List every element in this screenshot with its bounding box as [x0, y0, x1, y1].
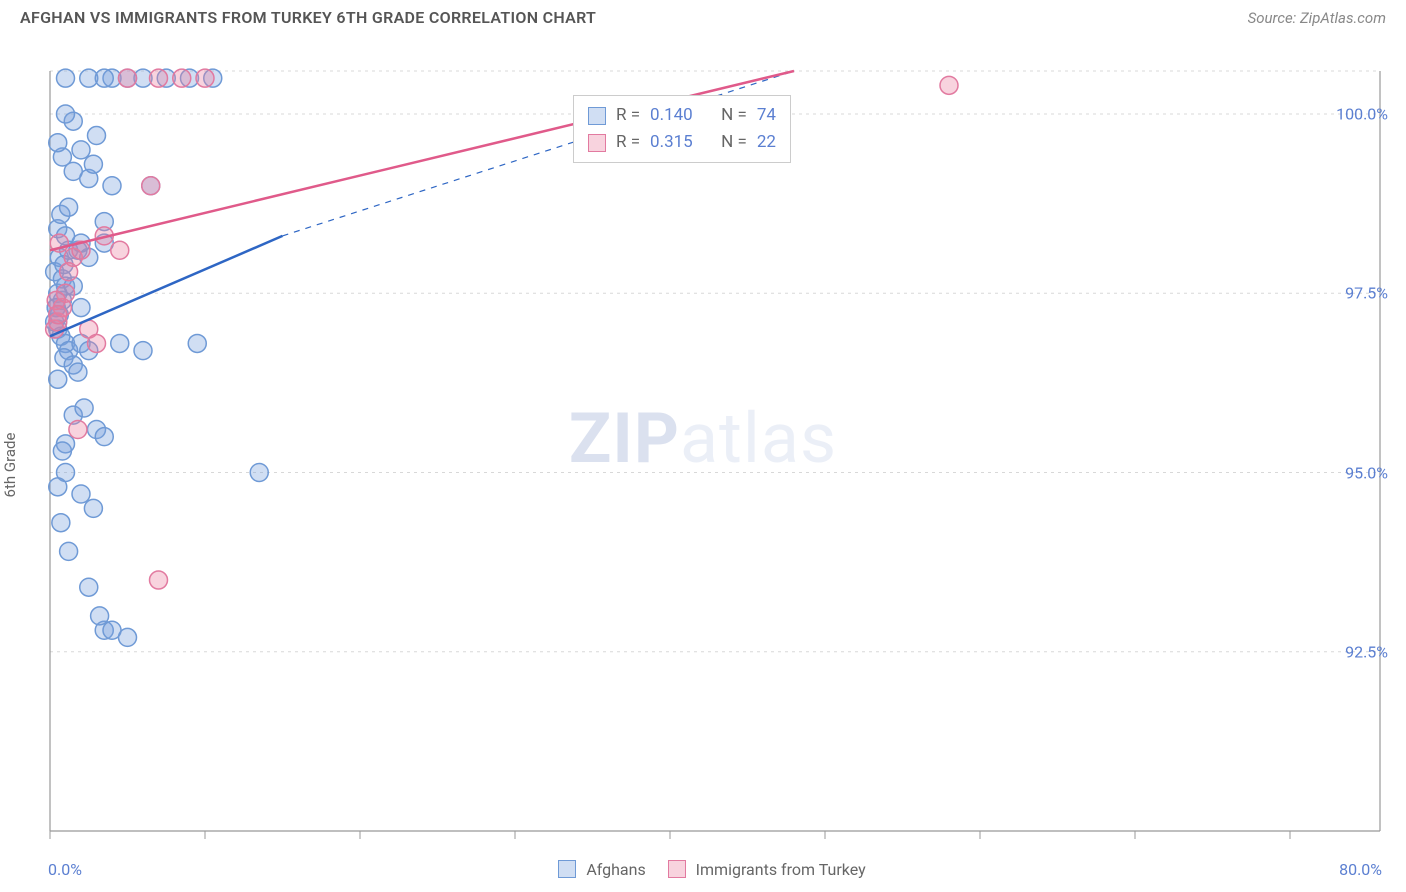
- y-tick-label: 100.0%: [1336, 105, 1388, 124]
- swatch-afghans-icon: [588, 107, 606, 125]
- n-value-afghans: 74: [757, 102, 776, 129]
- legend-label-turkey: Immigrants from Turkey: [696, 860, 866, 879]
- n-value-turkey: 22: [757, 129, 776, 156]
- legend-label-afghans: Afghans: [586, 860, 645, 879]
- legend-swatch-turkey-icon: [668, 860, 686, 878]
- stats-box: R = 0.140 N = 74 R = 0.315 N = 22: [573, 95, 791, 163]
- legend-bottom: Afghans Immigrants from Turkey: [0, 860, 1406, 879]
- chart-title: AFGHAN VS IMMIGRANTS FROM TURKEY 6TH GRA…: [20, 8, 596, 27]
- x-axis-end-label: 80.0%: [1339, 860, 1382, 879]
- legend-swatch-afghans-icon: [558, 860, 576, 878]
- stats-row-afghans: R = 0.140 N = 74: [588, 102, 776, 129]
- chart-area: 6th Grade ZIPatlas R = 0.140 N = 74 R = …: [0, 31, 1406, 881]
- r-value-turkey: 0.315: [650, 129, 693, 156]
- y-axis-label: 6th Grade: [1, 433, 19, 498]
- x-axis-start-label: 0.0%: [48, 860, 82, 879]
- y-tick-label: 92.5%: [1345, 642, 1388, 661]
- y-tick-label: 95.0%: [1345, 463, 1388, 482]
- y-tick-label: 97.5%: [1345, 284, 1388, 303]
- stats-row-turkey: R = 0.315 N = 22: [588, 129, 776, 156]
- r-value-afghans: 0.140: [650, 102, 693, 129]
- swatch-turkey-icon: [588, 134, 606, 152]
- source-label: Source: ZipAtlas.com: [1248, 9, 1386, 27]
